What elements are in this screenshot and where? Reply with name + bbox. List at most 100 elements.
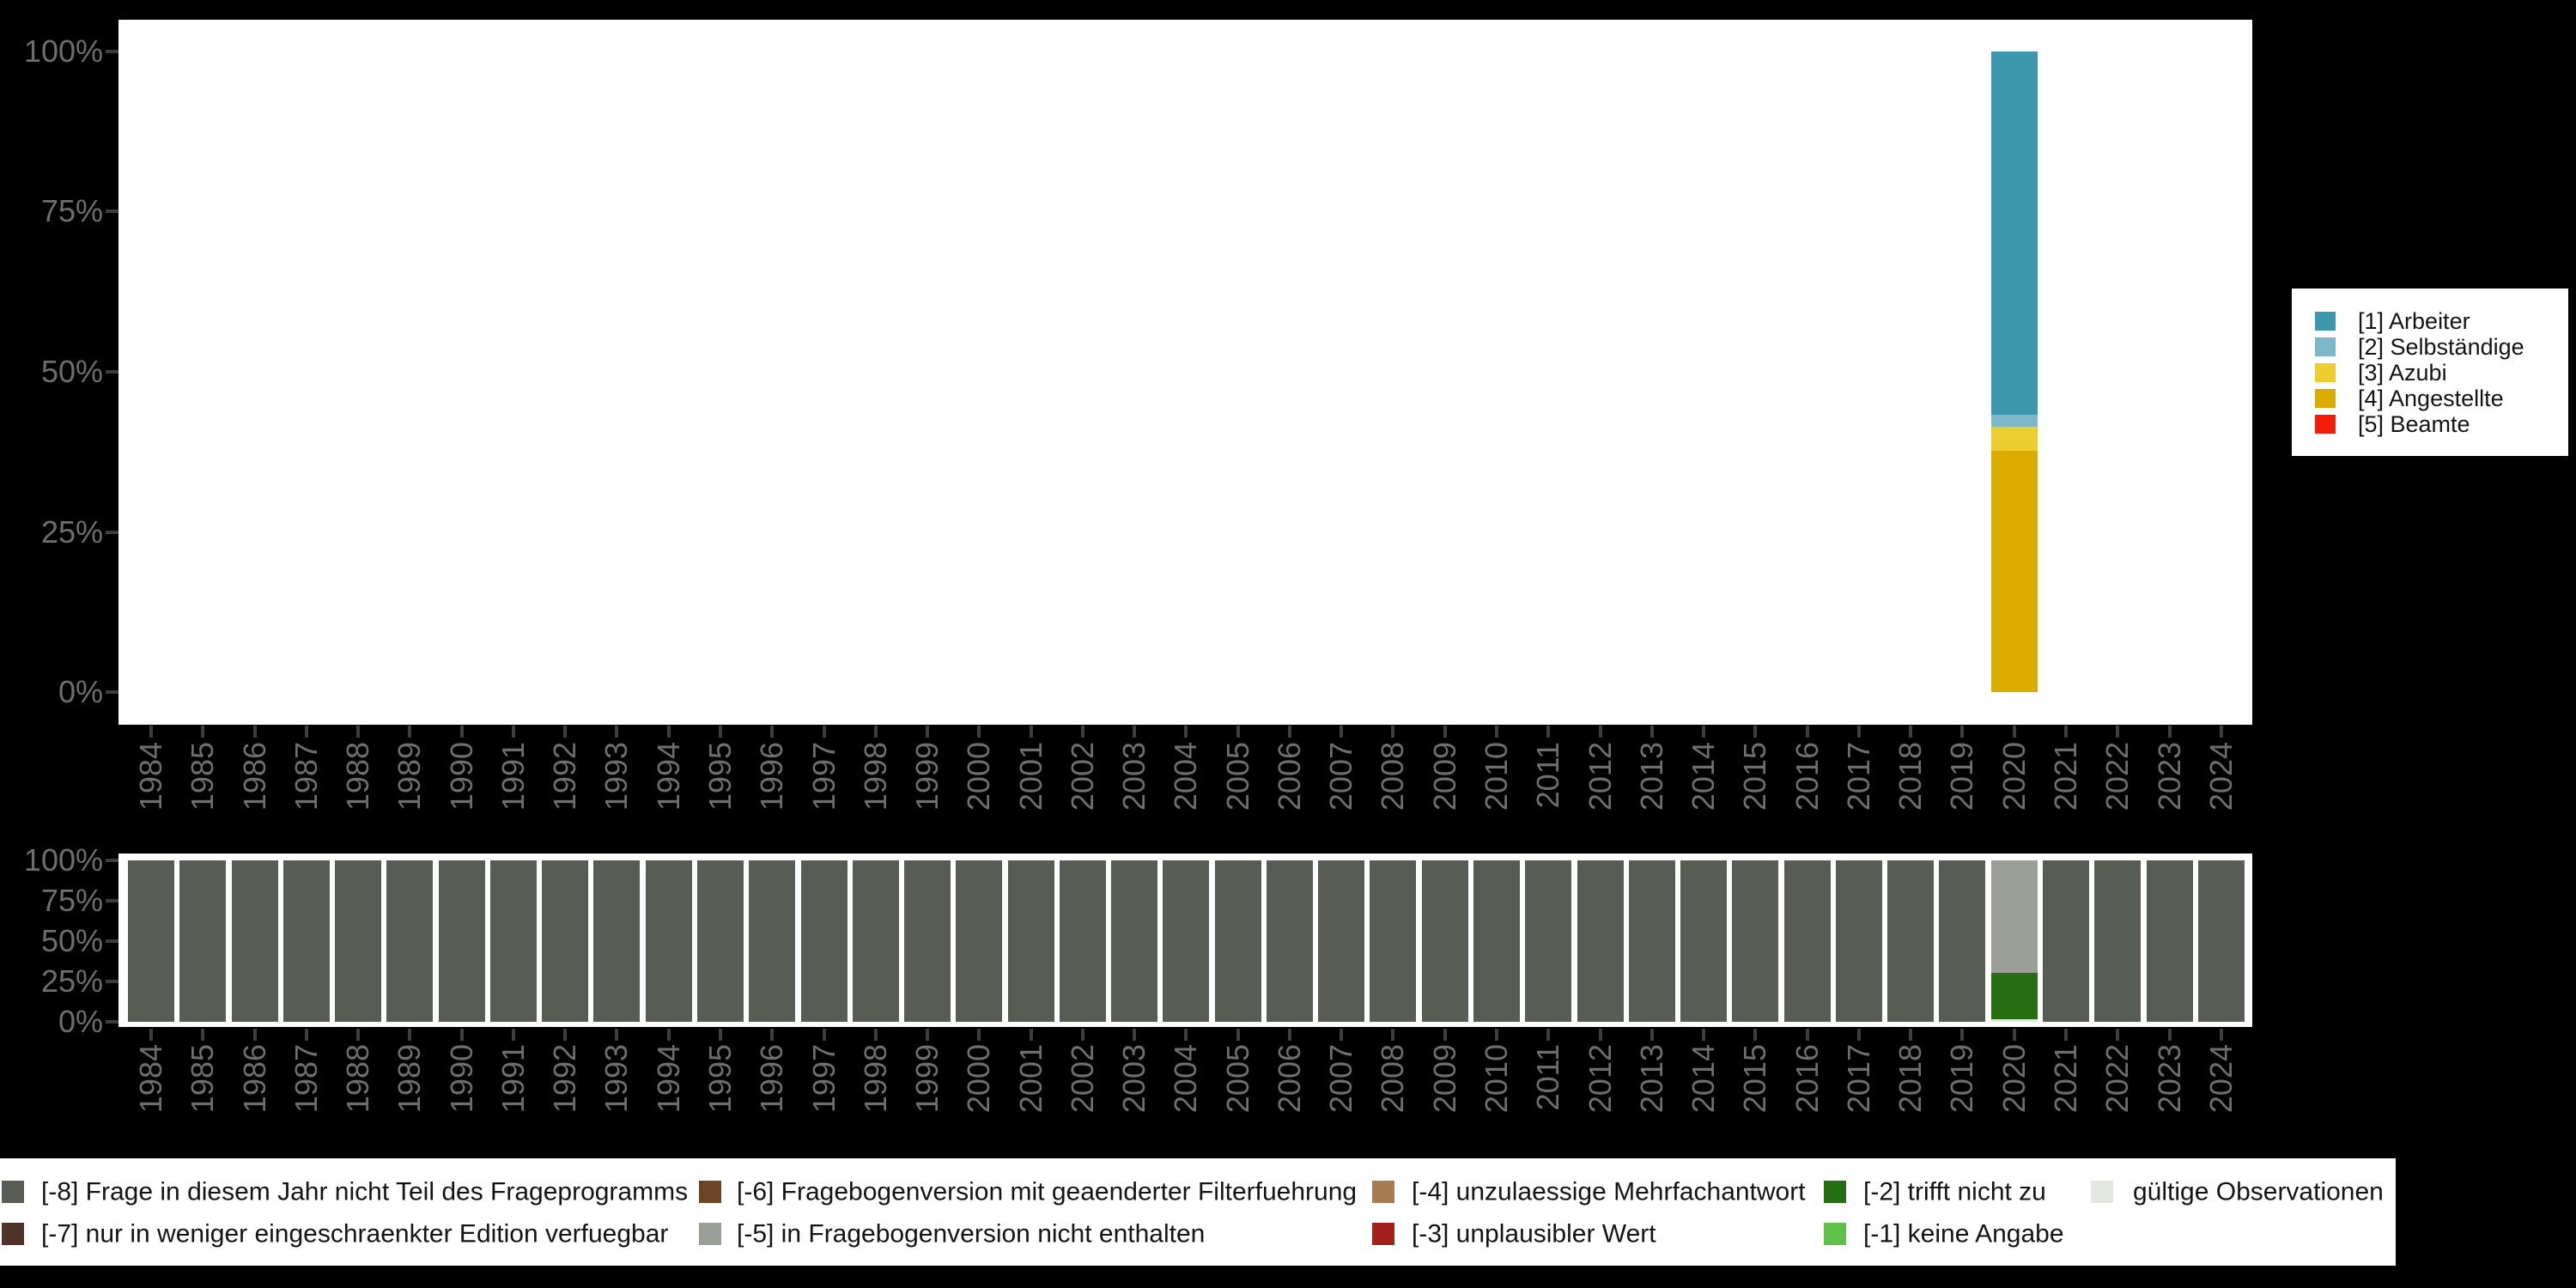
- x-axis-tick: [305, 1029, 308, 1041]
- x-tick-label-1986: 1986: [237, 742, 272, 811]
- x-tick-label-2000: 2000: [961, 1044, 996, 1114]
- x-axis-tick: [201, 726, 204, 738]
- x-tick-label-1984: 1984: [133, 1044, 168, 1114]
- missing-legend-swatch: [1824, 1223, 1846, 1245]
- bar-2002-segment: [1060, 860, 1106, 1022]
- x-tick-label-2008: 2008: [1375, 1044, 1410, 1114]
- x-axis-tick: [823, 1029, 826, 1041]
- x-tick-label-2007: 2007: [1323, 742, 1358, 811]
- missing-codes-legend: [-8] Frage in diesem Jahr nicht Teil des…: [0, 1158, 2396, 1266]
- x-axis-tick: [1340, 1029, 1343, 1041]
- x-tick-label-2014: 2014: [1686, 742, 1721, 811]
- x-tick-label-2004: 2004: [1168, 1044, 1203, 1114]
- x-axis-tick: [1909, 726, 1912, 738]
- x-tick-label-2012: 2012: [1583, 742, 1618, 811]
- x-tick-label-1987: 1987: [289, 1044, 324, 1114]
- bar-2011-segment: [1525, 860, 1571, 1022]
- missing-legend-swatch: [1824, 1181, 1846, 1203]
- x-tick-label-2013: 2013: [1634, 1044, 1669, 1114]
- x-axis-tick: [1133, 1029, 1136, 1041]
- x-axis-tick: [874, 1029, 878, 1041]
- bar-2020-segment: [1991, 451, 2038, 692]
- bar-2020-segment: [1991, 973, 2038, 1019]
- x-axis-tick: [667, 726, 671, 738]
- x-tick-label-2020: 2020: [1996, 1044, 2032, 1114]
- x-axis-tick: [1702, 1029, 1705, 1041]
- x-axis-tick: [2168, 726, 2172, 738]
- x-tick-label-2017: 2017: [1841, 1044, 1876, 1114]
- legend-swatch-3: [2315, 363, 2336, 382]
- x-tick-label-1991: 1991: [495, 742, 531, 811]
- missing-legend-swatch: [699, 1223, 721, 1245]
- x-axis-tick: [2168, 1029, 2172, 1041]
- missing-legend-label: [-3] unplausibler Wert: [1412, 1219, 1656, 1249]
- x-tick-label-2001: 2001: [1013, 1044, 1048, 1114]
- missing-legend-label: gültige Observationen: [2133, 1177, 2384, 1206]
- y-axis-tick: [106, 939, 118, 943]
- bar-2013-segment: [1629, 860, 1675, 1022]
- y-axis-tick: [106, 210, 118, 213]
- x-tick-label-1999: 1999: [909, 1044, 945, 1114]
- x-axis-tick: [1340, 726, 1343, 738]
- x-axis-tick: [615, 1029, 618, 1041]
- x-axis-tick: [1702, 726, 1705, 738]
- x-tick-label-2011: 2011: [1530, 1044, 1565, 1111]
- x-axis-tick: [1857, 1029, 1861, 1041]
- bar-1990-segment: [439, 860, 485, 1022]
- x-tick-label-2014: 2014: [1686, 1044, 1721, 1114]
- x-tick-label-2023: 2023: [2152, 1044, 2187, 1114]
- x-axis-tick: [874, 726, 878, 738]
- x-tick-label-2004: 2004: [1168, 742, 1203, 811]
- x-axis-tick: [1391, 1029, 1394, 1041]
- missing-legend-swatch: [1372, 1181, 1394, 1203]
- x-axis-tick: [1236, 726, 1240, 738]
- x-tick-label-2013: 2013: [1634, 742, 1669, 811]
- x-tick-label-2018: 2018: [1893, 742, 1928, 811]
- x-axis-tick: [977, 1029, 981, 1041]
- y-tick-label: 100%: [23, 842, 103, 878]
- x-tick-label-2010: 2010: [1479, 1044, 1514, 1114]
- x-tick-label-1988: 1988: [340, 742, 375, 811]
- x-tick-label-2020: 2020: [1996, 742, 2032, 811]
- x-axis-tick: [408, 726, 411, 738]
- missing-legend-swatch: [2, 1181, 24, 1203]
- bar-2004-segment: [1163, 860, 1209, 1022]
- x-tick-label-1986: 1986: [237, 1044, 272, 1114]
- x-tick-label-1987: 1987: [289, 742, 324, 811]
- x-tick-label-1999: 1999: [909, 742, 945, 811]
- x-tick-label-1995: 1995: [702, 1044, 738, 1114]
- x-tick-label-2017: 2017: [1841, 742, 1876, 811]
- bar-2005-segment: [1215, 860, 1261, 1022]
- y-axis-tick: [106, 859, 118, 862]
- x-axis-tick: [460, 726, 464, 738]
- legend-label-1: [1] Arbeiter: [2358, 307, 2470, 334]
- x-tick-label-1998: 1998: [858, 1044, 893, 1114]
- y-axis-tick: [106, 899, 118, 902]
- bar-2006-segment: [1267, 860, 1313, 1022]
- x-axis-tick: [1133, 726, 1136, 738]
- x-tick-label-2016: 2016: [1789, 742, 1825, 811]
- x-tick-label-2016: 2016: [1789, 1044, 1825, 1114]
- x-axis-tick: [1443, 726, 1447, 738]
- bar-2009-segment: [1422, 860, 1468, 1022]
- x-tick-label-2003: 2003: [1116, 1044, 1151, 1114]
- x-axis-tick: [2220, 726, 2223, 738]
- x-tick-label-2019: 2019: [1944, 1044, 1979, 1114]
- y-tick-label: 0%: [58, 1004, 103, 1039]
- x-axis-tick: [1806, 726, 1809, 738]
- x-axis-tick: [253, 1029, 257, 1041]
- missing-legend-label: [-8] Frage in diesem Jahr nicht Teil des…: [41, 1177, 689, 1206]
- x-tick-label-1989: 1989: [392, 742, 427, 811]
- x-axis-tick: [1650, 726, 1654, 738]
- x-axis-tick: [1960, 1029, 1964, 1041]
- legend-label-4: [4] Angestellte: [2358, 385, 2504, 411]
- bar-2020-segment: [1991, 427, 2038, 451]
- x-axis-tick: [149, 726, 153, 738]
- x-axis-tick: [2064, 1029, 2068, 1041]
- legend-label-3: [3] Azubi: [2358, 359, 2447, 386]
- x-tick-label-2018: 2018: [1893, 1044, 1928, 1114]
- x-tick-label-1993: 1993: [598, 1044, 634, 1114]
- x-axis-tick: [1288, 1029, 1291, 1041]
- bar-2024-segment: [2198, 860, 2245, 1022]
